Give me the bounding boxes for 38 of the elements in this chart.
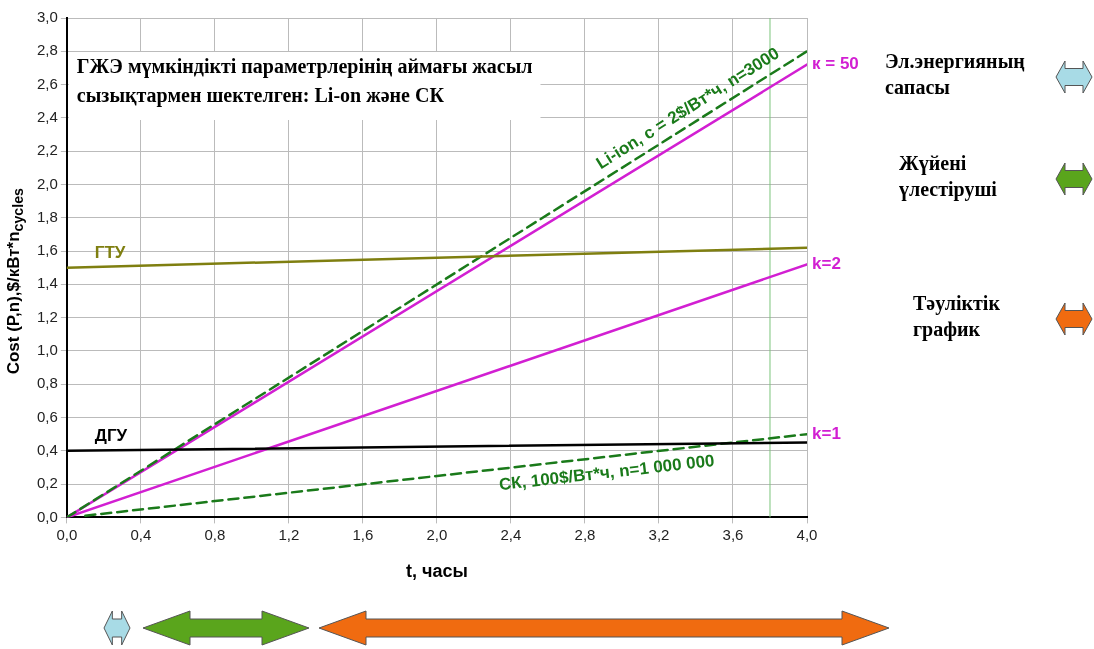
x-tick-label: 1,6	[352, 525, 374, 543]
y-tick-label: 0,2	[36, 474, 58, 492]
text: Жүйені үлестіруші	[899, 151, 998, 202]
y-tick-label: 3,0	[36, 8, 58, 26]
x-tick-label: 3,6	[722, 525, 744, 543]
x-tick-label: 2,0	[426, 525, 448, 543]
text: Тәуліктік график	[913, 291, 1001, 342]
y-tick-label: 1,0	[36, 341, 58, 359]
series-label: к = 50	[812, 54, 859, 74]
series-label: k=2	[812, 254, 841, 274]
y-tick-label: 0,4	[36, 440, 58, 458]
x-axis-title: t, часы	[406, 561, 468, 582]
x-tick-label: 3,2	[648, 525, 670, 543]
text: ГЖЭ мүмкіндікті параметрлерінің аймағы жасыл сызықтармен шектелген: Li-on және СК	[76, 55, 533, 108]
x-tick-label: 1,2	[278, 525, 300, 543]
x-tick-label: 2,4	[500, 525, 522, 543]
y-tick-label: 2,6	[36, 74, 58, 92]
y-tick-label: 1,4	[36, 274, 58, 292]
y-tick-label: 0,6	[36, 407, 58, 425]
x-tick-label: 4,0	[796, 525, 818, 543]
x-tick-label: 0,8	[204, 525, 226, 543]
y-tick-label: 2,0	[36, 174, 58, 192]
y-tick-label: 0,0	[36, 507, 58, 525]
y-tick-label: 2,2	[36, 141, 58, 159]
x-tick-label: 2,8	[574, 525, 596, 543]
y-tick-label: 2,4	[36, 108, 58, 126]
y-tick-label: 2,8	[36, 41, 58, 59]
y-tick-label: 0,8	[36, 374, 58, 392]
text: Эл.энергияның сапасы	[885, 49, 1026, 100]
x-tick-label: 0,4	[130, 525, 152, 543]
x-tick-label: 0,0	[56, 525, 78, 543]
series-label: ДГУ	[94, 426, 128, 445]
y-tick-label: 1,6	[36, 241, 58, 259]
y-tick-label: 1,8	[36, 207, 58, 225]
annotation: k=1	[812, 423, 841, 443]
y-tick-label: 1,2	[36, 307, 58, 325]
series-label: ГТУ	[94, 242, 126, 262]
text: СК, 100$/Вт*ч, n=1 000 000	[497, 450, 716, 495]
